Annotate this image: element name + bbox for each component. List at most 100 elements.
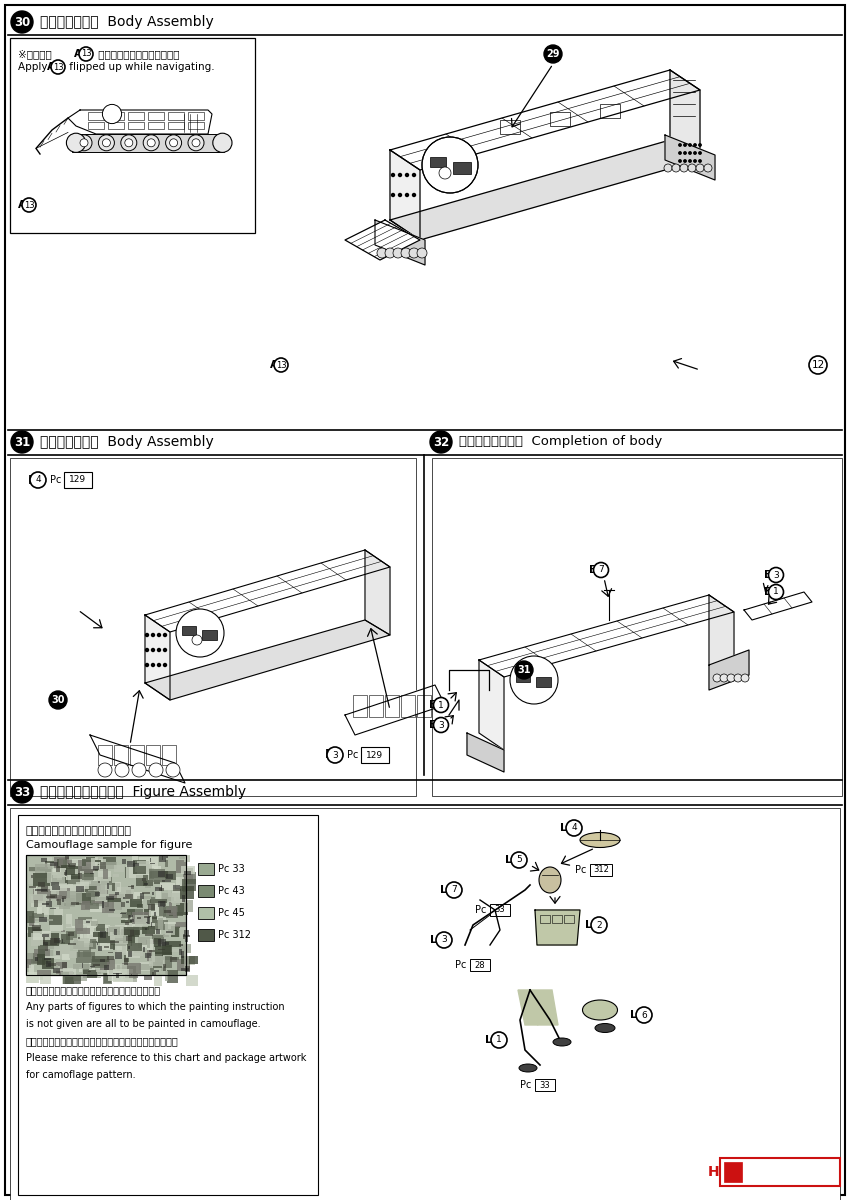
Circle shape (412, 174, 416, 176)
Bar (63, 968, 76, 978)
Circle shape (741, 674, 749, 682)
Bar (184, 955, 189, 968)
Bar (32, 872, 52, 887)
Circle shape (163, 648, 167, 652)
Bar (105, 862, 117, 869)
Bar (64, 904, 75, 906)
Bar (31, 925, 41, 931)
Text: この図やパッケージ等を参考に迷彩塗装を施して下さい。: この図やパッケージ等を参考に迷彩塗装を施して下さい。 (26, 1036, 178, 1046)
Bar (105, 973, 111, 983)
Bar (113, 874, 119, 877)
Bar (161, 886, 162, 890)
Circle shape (688, 151, 691, 154)
Bar (108, 952, 113, 953)
Ellipse shape (553, 1038, 571, 1046)
Bar (169, 912, 183, 916)
Polygon shape (345, 685, 445, 734)
Bar (29, 965, 34, 973)
Bar (95, 898, 109, 907)
Bar (46, 901, 52, 907)
Polygon shape (518, 990, 538, 1025)
Bar (155, 887, 162, 892)
Text: 1: 1 (774, 588, 779, 596)
Bar (26, 854, 186, 974)
Bar (432, 458, 842, 796)
Bar (161, 901, 166, 906)
Bar (127, 936, 132, 941)
Bar (110, 941, 118, 943)
Bar (65, 872, 66, 875)
Bar (34, 923, 39, 926)
Bar (177, 902, 188, 914)
Bar (167, 971, 178, 983)
Bar (128, 919, 132, 931)
Bar (164, 922, 176, 924)
Bar (10, 38, 255, 233)
Text: を跳ね上げて取り付けます。: を跳ね上げて取り付けます。 (95, 49, 179, 59)
Bar (47, 961, 51, 967)
Bar (72, 938, 89, 949)
Text: 28: 28 (474, 960, 485, 970)
Bar (157, 871, 166, 877)
Bar (31, 934, 40, 946)
Bar (133, 912, 149, 924)
Text: 1: 1 (496, 1036, 502, 1044)
Bar (82, 874, 94, 880)
Bar (114, 745, 128, 766)
Bar (184, 935, 190, 937)
Bar (158, 938, 166, 946)
Circle shape (399, 174, 401, 176)
Circle shape (98, 763, 112, 778)
Bar (54, 883, 73, 888)
Bar (145, 886, 151, 888)
Bar (150, 918, 167, 926)
Text: 完成（車両本体）  Completion of body: 完成（車両本体） Completion of body (459, 436, 662, 449)
Text: 1: 1 (438, 701, 444, 709)
Bar (165, 860, 168, 866)
Circle shape (417, 248, 427, 258)
Circle shape (145, 664, 149, 666)
Text: Pc 33: Pc 33 (218, 864, 245, 874)
Text: 3: 3 (332, 750, 337, 760)
Text: 30: 30 (51, 695, 65, 704)
Circle shape (11, 11, 33, 32)
Bar (182, 626, 196, 635)
Bar (116, 925, 128, 932)
Bar (158, 918, 162, 930)
Bar (48, 857, 52, 866)
Bar (162, 871, 176, 880)
Circle shape (405, 174, 409, 176)
Bar (86, 890, 99, 896)
Text: E: E (589, 565, 596, 575)
Bar (184, 871, 190, 875)
Bar (152, 865, 162, 878)
Bar (132, 893, 144, 901)
Bar (71, 859, 84, 868)
Text: L: L (430, 935, 437, 946)
Bar (156, 929, 160, 934)
Circle shape (636, 1007, 652, 1022)
Bar (61, 865, 75, 875)
Bar (100, 959, 115, 970)
Bar (60, 968, 76, 972)
Polygon shape (530, 990, 558, 1025)
Bar (166, 941, 181, 947)
Bar (122, 929, 134, 935)
Bar (401, 695, 415, 716)
Bar (43, 859, 56, 864)
Bar (90, 922, 95, 926)
Bar (148, 904, 156, 911)
Bar (81, 901, 90, 910)
Bar (169, 901, 173, 914)
Bar (147, 900, 154, 905)
Bar (45, 860, 54, 863)
Bar (76, 894, 90, 905)
Text: 32: 32 (433, 436, 449, 449)
Text: 車体の組み立て  Body Assembly: 車体の組み立て Body Assembly (40, 14, 213, 29)
Bar (128, 122, 144, 130)
Bar (183, 934, 184, 938)
Bar (64, 472, 92, 488)
Bar (62, 896, 66, 899)
Bar (417, 695, 431, 716)
Bar (161, 956, 179, 960)
